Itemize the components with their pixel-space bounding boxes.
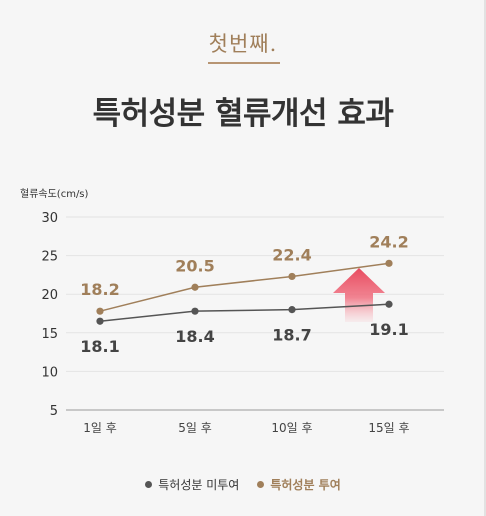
data-label: 18.1 [80, 337, 119, 356]
series-line-0 [99, 303, 390, 322]
data-point [288, 272, 296, 281]
data-label: 22.4 [272, 245, 311, 264]
grid-lines [66, 216, 444, 411]
x-tick-labels: 1일 후 5일 후 10일 후 15일 후 [83, 421, 409, 435]
data-label: 24.2 [369, 232, 408, 251]
x-tick-label: 15일 후 [368, 421, 409, 435]
legend-item-treated: 특허성분 투여 [257, 476, 341, 493]
y-tick-label: 5 [50, 404, 58, 419]
data-point [96, 307, 104, 315]
x-tick-label: 5일 후 [178, 421, 212, 435]
y-tick-label: 25 [41, 250, 58, 265]
data-point [191, 283, 199, 291]
y-tick-labels: 5 10 15 20 25 30 [41, 211, 58, 419]
data-label: 19.1 [369, 320, 408, 339]
section-underline [208, 62, 280, 64]
series: 18.1 18.4 18.7 19.1 18.2 20.5 22.4 24.2 [80, 232, 408, 356]
data-point [288, 306, 296, 314]
data-label: 18.7 [272, 326, 311, 345]
page-title: 특허성분 혈류개선 효과 [92, 96, 394, 132]
legend: 특허성분 미투여 특허성분 투여 [0, 476, 486, 493]
series-line-1 [99, 262, 390, 312]
x-tick-label: 1일 후 [83, 421, 117, 435]
legend-dot-control [145, 481, 153, 488]
legend-item-control: 특허성분 미투여 [145, 476, 239, 493]
data-point [96, 317, 104, 325]
y-axis-label: 혈류속도(cm/s) [20, 187, 89, 200]
data-label: 20.5 [175, 256, 214, 275]
y-tick-label: 15 [41, 327, 58, 342]
data-point [385, 259, 393, 267]
line-chart: 혈류속도(cm/s) 5 10 15 20 25 30 1일 후 5일 후 10일 후 15일 … [20, 187, 444, 435]
legend-label-control: 특허성분 미투여 [158, 478, 240, 492]
data-point [385, 300, 393, 308]
y-tick-label: 20 [41, 288, 58, 303]
legend-dot-treated [257, 481, 265, 488]
x-tick-label: 10일 후 [271, 421, 312, 435]
data-label: 18.4 [175, 327, 214, 346]
y-tick-label: 10 [41, 365, 58, 380]
data-point [191, 307, 199, 315]
section-label: 첫번째. [208, 32, 278, 56]
increase-arrow-icon [333, 268, 385, 322]
y-tick-label: 30 [41, 211, 58, 226]
legend-label-treated: 특허성분 투여 [270, 478, 341, 492]
frame-edge [484, 0, 486, 516]
data-label: 18.2 [80, 280, 119, 299]
